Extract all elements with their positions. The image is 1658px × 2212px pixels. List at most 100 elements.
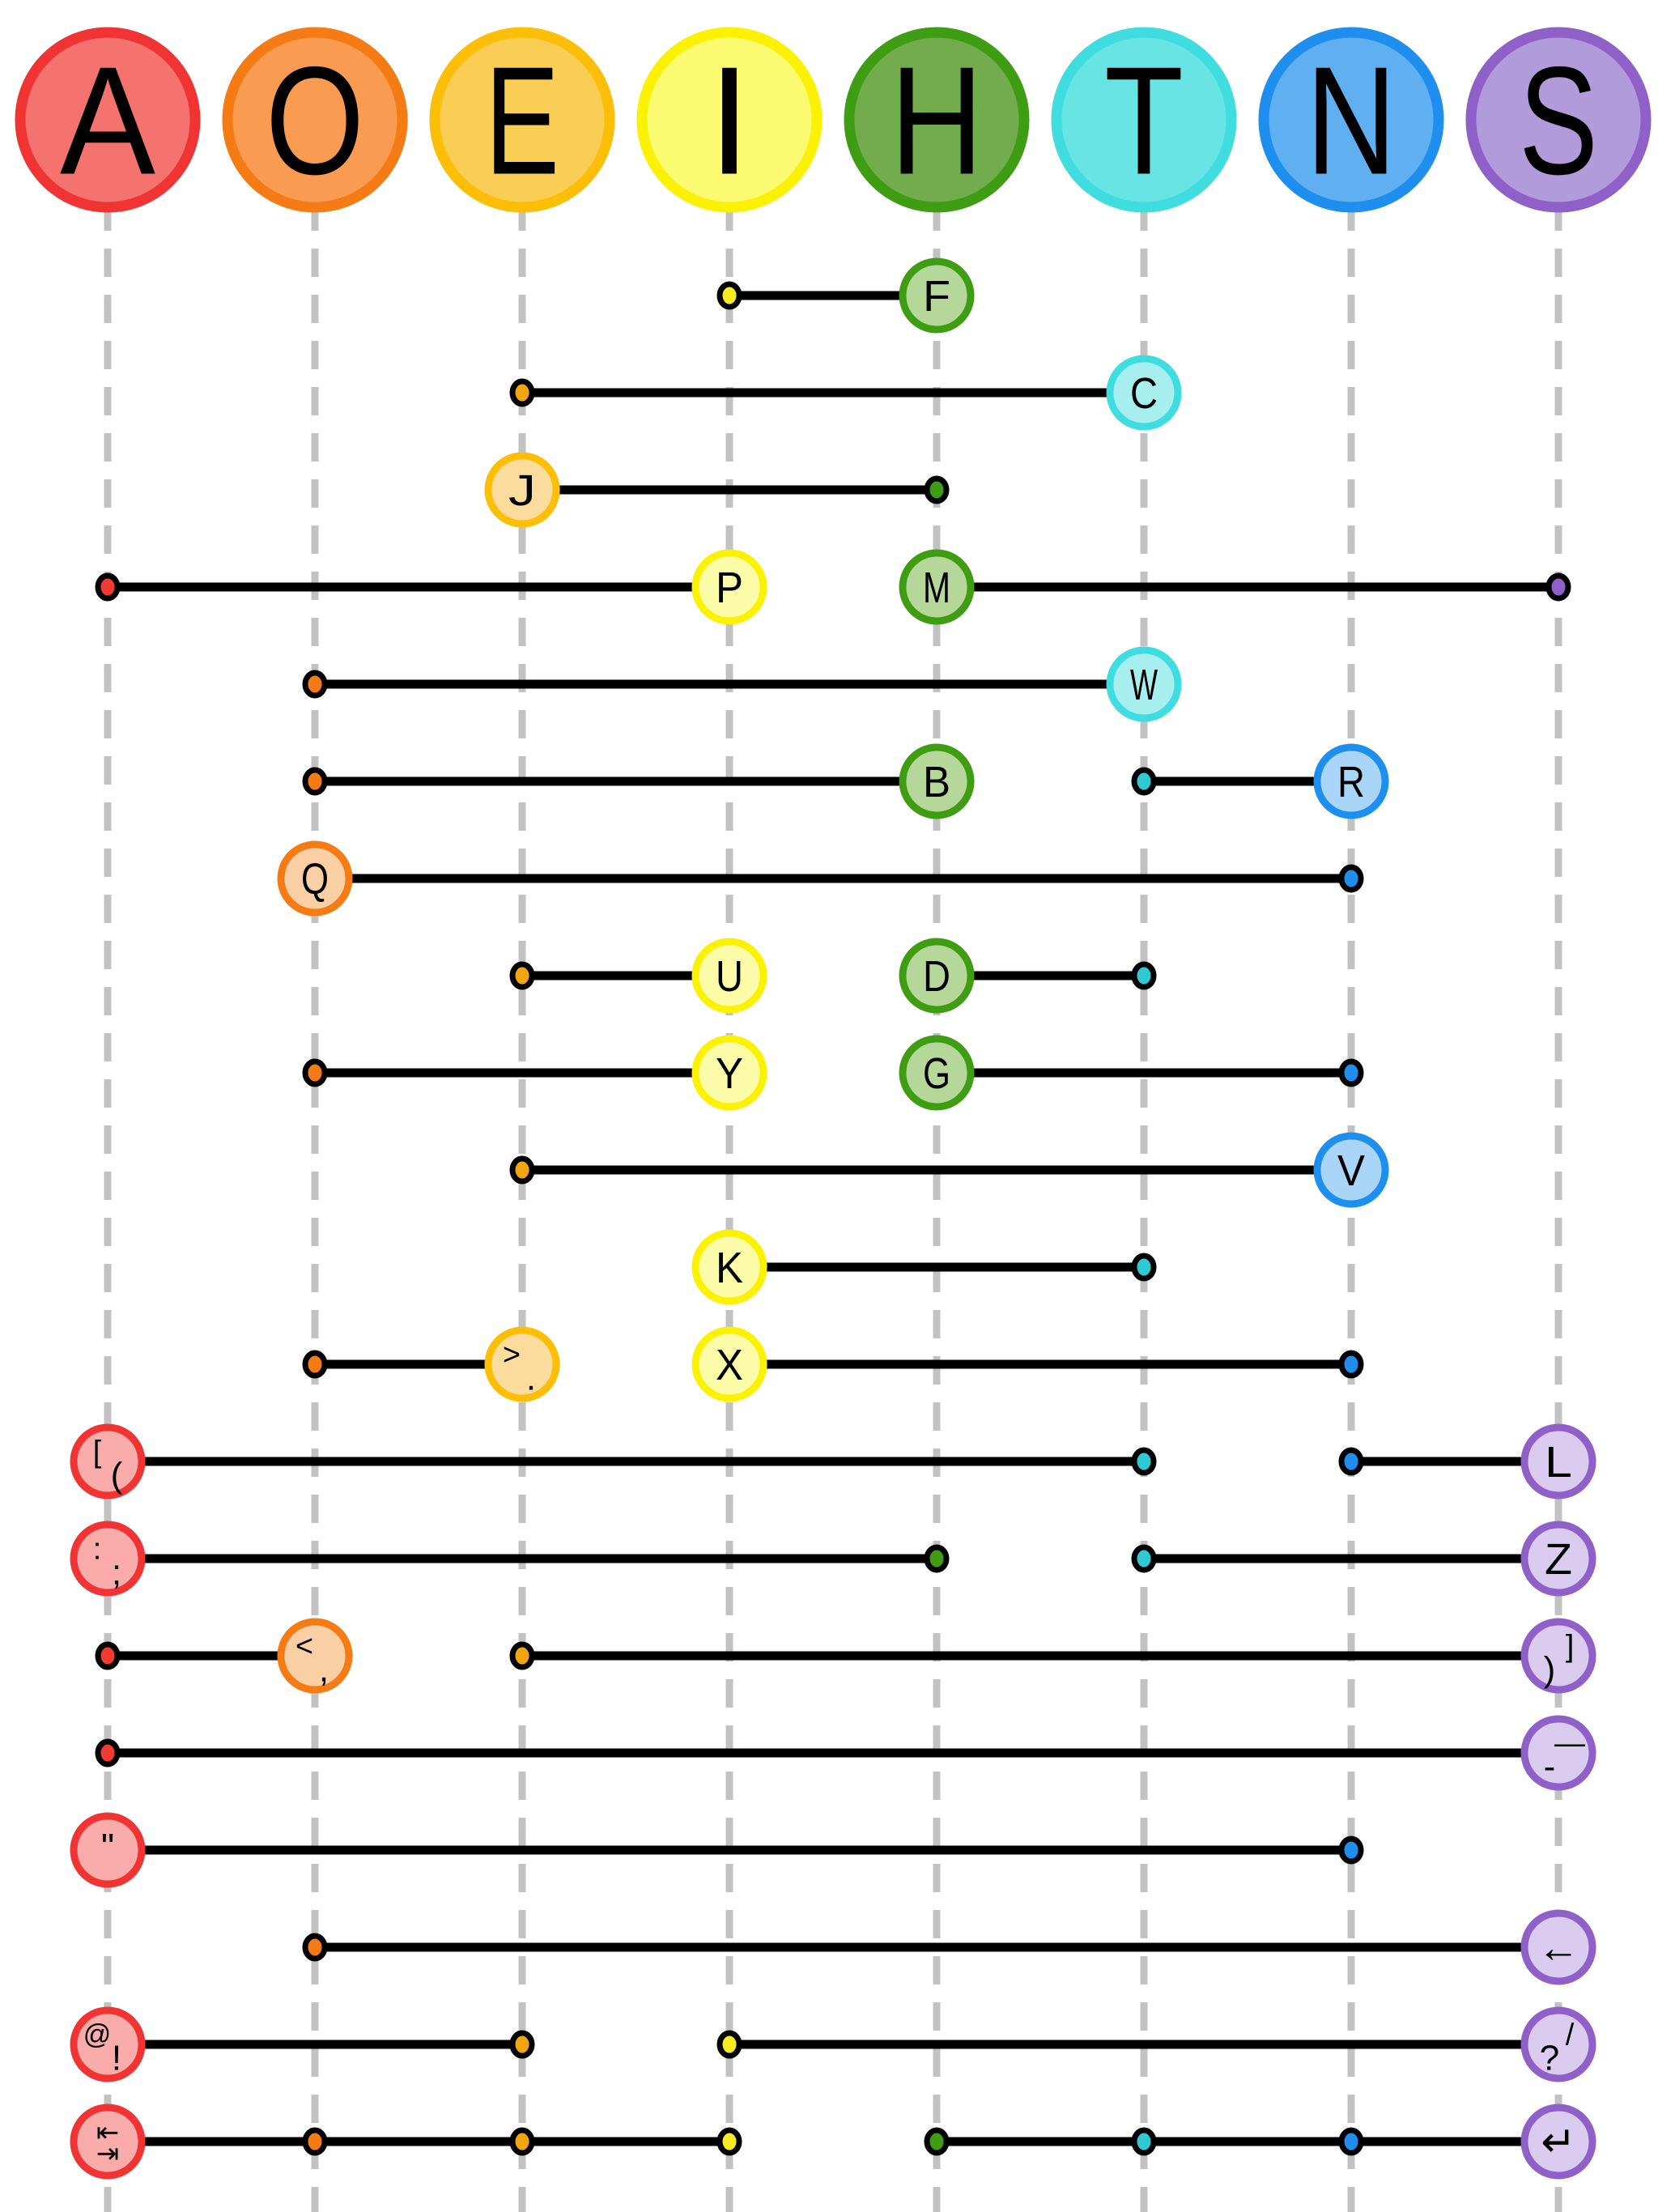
key-circle-S (1465, 27, 1652, 213)
bubble-letter-W: W (1130, 661, 1158, 709)
chord-bubble-p-m-H (899, 549, 975, 625)
chord-dot-T (1131, 2127, 1157, 2156)
chord-row-hyphen-dash: —- (95, 1715, 1596, 1791)
key-H: H (844, 27, 1030, 213)
bubble-shift-symbol: [ (93, 1435, 102, 1469)
chord-dot-T (1131, 1544, 1157, 1573)
chord-bubble-tab-enter-S (1520, 2104, 1596, 2180)
key-circle-N (1258, 27, 1444, 213)
chord-dot-A (95, 572, 121, 602)
chord-dot-H (924, 475, 950, 504)
bubble-letter-M: M (923, 564, 950, 612)
bubble-letter-Y: Y (716, 1049, 743, 1098)
chord-dot-E (509, 1641, 535, 1670)
chord-dot-E (509, 2030, 535, 2059)
chord-bubble-y-g-H (899, 1035, 975, 1111)
chord-bubble-y-g-I (691, 1035, 767, 1111)
chord-bubble-p-m-I (691, 549, 767, 625)
bubble-shift-symbol: > (503, 1338, 521, 1372)
bubble-main-symbol: - (1544, 1746, 1556, 1786)
bubble-letter-C: C (1130, 369, 1158, 418)
chord-row-v: V (509, 1132, 1389, 1208)
chord-row-f: F (716, 257, 975, 334)
chord-dot-S (1545, 572, 1571, 602)
chord-dot-O (302, 1058, 328, 1087)
bubble-letter-L: L (1545, 1438, 1572, 1487)
chord-bubble-comma-rparen-O (277, 1618, 353, 1694)
chord-row-tab-enter: ⇤⇥ ↵ (70, 2104, 1596, 2180)
chord-row-w: W (302, 646, 1182, 722)
key-label-H: H (891, 36, 984, 207)
key-circle-O (222, 27, 408, 213)
chord-bubble-q-O (277, 840, 353, 917)
chord-dot-E (509, 2127, 535, 2156)
bubble-glyph: ← (1537, 1925, 1579, 1972)
chord-dot-I (716, 2127, 742, 2156)
bubble-letter-K: K (716, 1244, 743, 1292)
bubble-letter-F: F (923, 272, 950, 321)
chord-bubble-quote-A (70, 1812, 146, 1888)
chord-bubble-paren-l-S (1520, 1423, 1596, 1499)
chord-dot-E (509, 961, 535, 990)
bubble-glyph-bottom: ⇥ (96, 2138, 120, 2169)
chord-bubble-at-question-S (1520, 2006, 1596, 2082)
chord-bubble-w-T (1106, 646, 1182, 722)
key-E: E (429, 27, 615, 213)
bubble-letter-Q: Q (301, 855, 329, 904)
chord-row-at-question: @! /? (70, 2006, 1596, 2082)
chord-row-c: C (509, 355, 1182, 431)
bubble-letter-V: V (1337, 1146, 1365, 1195)
chord-dot-N (1338, 1350, 1364, 1379)
chord-dot-N (1338, 1058, 1364, 1087)
bubble-letter-X: X (716, 1341, 743, 1389)
bubble-shift-symbol: ] (1566, 1629, 1575, 1663)
chord-dot-N (1338, 864, 1364, 893)
bubble-letter-D: D (923, 952, 950, 1001)
chord-dot-O (302, 2127, 328, 2156)
key-label-T: T (1104, 36, 1184, 207)
bubble-letter-Z: Z (1545, 1535, 1572, 1584)
bubble-shift-symbol: / (1566, 2018, 1575, 2052)
key-T: T (1051, 27, 1237, 213)
key-circle-I (636, 27, 823, 213)
chord-dot-N (1338, 2127, 1364, 2156)
chord-bubble-hyphen-dash-S (1520, 1715, 1596, 1791)
bubble-main-symbol: ( (111, 1455, 123, 1495)
chord-dot-O (302, 670, 328, 699)
chord-bubble-paren-l-A (70, 1423, 146, 1499)
chord-row-q: Q (277, 840, 1364, 917)
chord-row-paren-l: [ ( L (70, 1423, 1596, 1499)
key-circle-T (1051, 27, 1237, 213)
key-circle-H (844, 27, 1030, 213)
chord-dot-O (302, 1350, 328, 1379)
chord-bubble-at-question-A (70, 2006, 146, 2082)
key-O: O (222, 27, 408, 213)
chord-bubble-u-d-I (691, 938, 767, 1014)
chord-bubble-v-N (1313, 1132, 1389, 1208)
bubble-main-symbol: ? (1540, 2038, 1559, 2078)
chord-dot-T (1131, 1447, 1157, 1476)
bubble-letter-R: R (1337, 758, 1365, 806)
chord-row-backspace: ← (302, 1909, 1596, 1985)
chord-bubble-b-r-N (1313, 743, 1389, 819)
chord-row-comma-rparen: <,]) (95, 1618, 1596, 1694)
key-label-O: O (266, 36, 364, 207)
key-label-S: S (1519, 36, 1598, 207)
chord-bubble-tab-enter-A (70, 2104, 146, 2180)
chord-bubble-j-E (484, 452, 560, 528)
key-circle-E (429, 27, 615, 213)
bubble-letter-U: U (716, 952, 743, 1001)
chord-bubble-c-T (1106, 355, 1182, 431)
chord-dot-I (716, 2030, 742, 2059)
key-circle-A (15, 27, 201, 213)
chord-bubble-period-x-I (691, 1326, 767, 1402)
chord-bubble-backspace-S (1520, 1909, 1596, 1985)
chord-dot-I (716, 281, 742, 310)
chord-bubble-comma-rparen-S (1520, 1618, 1596, 1694)
bubble-glyph: ↵ (1541, 2119, 1576, 2166)
chord-dot-H (924, 1544, 950, 1573)
